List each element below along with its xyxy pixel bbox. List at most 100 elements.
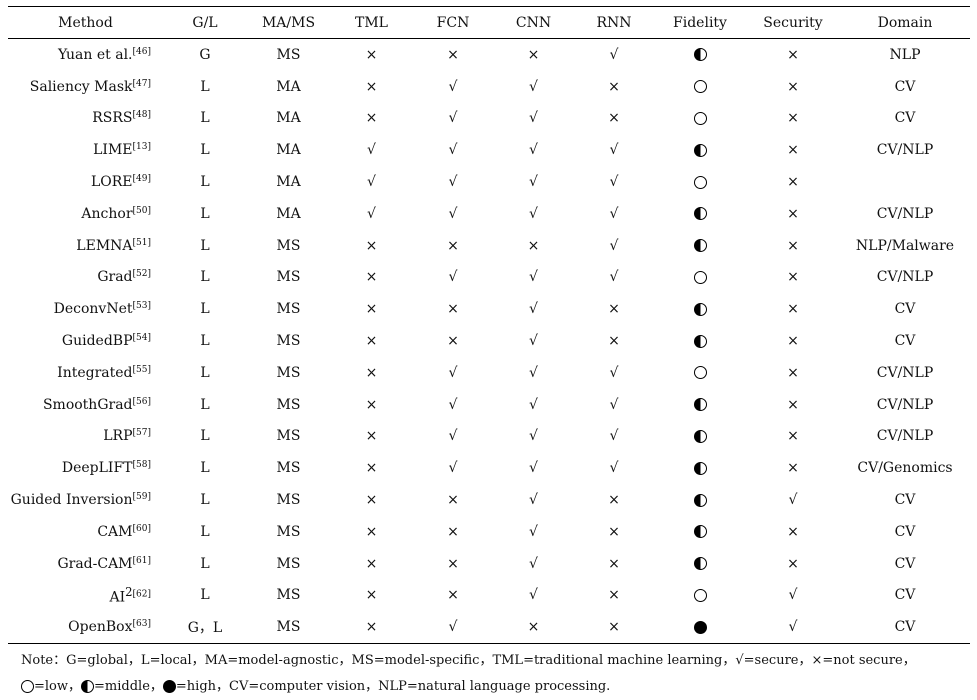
table-row: LRP[57] L MS × √ √ √ × CV/NLP: [8, 421, 970, 453]
fidelity-cell: [654, 357, 746, 389]
citation-ref: [48]: [132, 110, 151, 121]
method-cell: Integrated[55]: [8, 357, 163, 389]
mams-cell: MS: [276, 523, 301, 540]
col-header-cnn: CNN: [515, 14, 552, 31]
tml-cell: ×: [365, 110, 378, 127]
fidelity-middle-icon: [693, 302, 707, 316]
citation-ref: [54]: [132, 333, 151, 344]
gl-cell: L: [200, 205, 210, 222]
method-name: Saliency Mask: [29, 78, 133, 95]
rnn-cell: √: [609, 396, 619, 413]
tml-cell: ×: [365, 364, 378, 381]
fcn-cell: ×: [447, 492, 459, 509]
domain-cell: CV: [894, 110, 916, 127]
tml-cell: ×: [365, 333, 378, 350]
table-row: Anchor[50] L MA √ √ √ √ × CV/NLP: [8, 198, 970, 230]
table-row: Grad[52] L MS × √ √ √ × CV/NLP: [8, 262, 970, 294]
security-cell: ×: [787, 396, 799, 413]
citation-ref: [49]: [132, 174, 151, 185]
fidelity-middle-icon: [693, 398, 707, 412]
rnn-cell: ×: [608, 492, 620, 509]
method-name: Anchor: [81, 205, 133, 222]
table-body: Yuan et al.[46] G MS × × × √ × NLP Saliency Mask[…: [8, 39, 970, 644]
fcn-cell: √: [448, 78, 458, 95]
fidelity-low-icon: [693, 80, 707, 94]
cnn-cell: √: [529, 364, 538, 381]
mams-cell: MS: [276, 492, 301, 509]
mams-cell: MS: [276, 428, 301, 445]
fidelity-middle-icon: [693, 48, 707, 62]
domain-cell: CV/NLP: [876, 428, 934, 445]
fcn-cell: ×: [447, 46, 459, 63]
rnn-cell: √: [609, 237, 619, 254]
cnn-cell: √: [529, 396, 538, 413]
col-header-domain: Domain: [877, 14, 933, 31]
fidelity-cell: [654, 611, 746, 643]
gl-cell: G: [199, 46, 211, 63]
mams-cell: MS: [276, 555, 301, 572]
tml-cell: ×: [365, 619, 378, 636]
table-row: LEMNA[51] L MS × × × √ × NLP/Malware: [8, 230, 970, 262]
method-cell: LORE[49]: [8, 166, 163, 198]
table-row: SmoothGrad[56] L MS × √ √ √ × CV/NLP: [8, 389, 970, 421]
fcn-cell: √: [448, 364, 458, 381]
cnn-cell: √: [529, 492, 538, 509]
fcn-cell: √: [448, 619, 458, 636]
gl-cell: L: [200, 269, 210, 286]
cnn-cell: √: [529, 110, 538, 127]
col-header-fcn: FCN: [436, 14, 470, 31]
fcn-cell: √: [448, 460, 458, 477]
table-row: Saliency Mask[47] L MA × √ √ × × CV: [8, 71, 970, 103]
gl-cell: L: [200, 142, 210, 159]
security-cell: ×: [787, 428, 799, 445]
col-header-mams: MA/MS: [261, 14, 316, 31]
fidelity-middle-icon: [693, 461, 707, 475]
method-superscript: 2: [125, 585, 133, 600]
tml-cell: ×: [365, 460, 378, 477]
method-name: LIME: [93, 142, 133, 159]
citation-ref: [63]: [132, 619, 151, 630]
domain-cell: CV/NLP: [876, 142, 934, 159]
cnn-cell: √: [529, 205, 538, 222]
cnn-cell: √: [529, 142, 538, 159]
mams-cell: MS: [276, 46, 301, 63]
gl-cell: L: [200, 237, 210, 254]
rnn-cell: ×: [608, 523, 620, 540]
method-name: LORE: [90, 174, 133, 191]
table-row: LORE[49] L MA √ √ √ √ ×: [8, 166, 970, 198]
fidelity-middle-icon: [693, 334, 707, 348]
citation-ref: [59]: [132, 492, 151, 503]
domain-cell: CV: [894, 555, 916, 572]
cnn-cell: √: [529, 428, 538, 445]
cnn-cell: √: [529, 301, 538, 318]
domain-cell: CV: [894, 619, 916, 636]
method-cell: GuidedBP[54]: [8, 325, 163, 357]
mams-cell: MS: [276, 396, 301, 413]
citation-ref: [13]: [132, 142, 151, 153]
table-note: Note：G=global，L=local，MA=model-agnostic，…: [21, 648, 971, 700]
gl-cell: L: [200, 523, 210, 540]
domain-cell: CV: [894, 492, 916, 509]
tml-cell: ×: [365, 78, 378, 95]
security-cell: ×: [787, 205, 799, 222]
tml-cell: √: [367, 142, 376, 159]
rnn-cell: ×: [608, 619, 620, 636]
rnn-cell: √: [609, 46, 619, 63]
cnn-cell: √: [529, 333, 538, 350]
col-header-method: Method: [58, 14, 113, 31]
security-cell: ×: [787, 237, 799, 254]
fidelity-middle-icon: [693, 143, 707, 157]
table-row: GuidedBP[54] L MS × × √ × × CV: [8, 325, 970, 357]
fidelity-middle-icon: [693, 493, 707, 507]
citation-ref: [55]: [132, 364, 151, 375]
tml-cell: ×: [365, 587, 378, 604]
security-cell: √: [788, 587, 798, 604]
fcn-cell: ×: [447, 587, 459, 604]
rnn-cell: √: [609, 174, 619, 191]
fcn-cell: √: [448, 142, 458, 159]
fidelity-cell: [654, 198, 746, 230]
note-middle-text: =middle，: [94, 679, 163, 694]
fcn-cell: √: [448, 174, 458, 191]
fidelity-cell: [654, 103, 746, 135]
method-name: AI: [109, 589, 126, 606]
